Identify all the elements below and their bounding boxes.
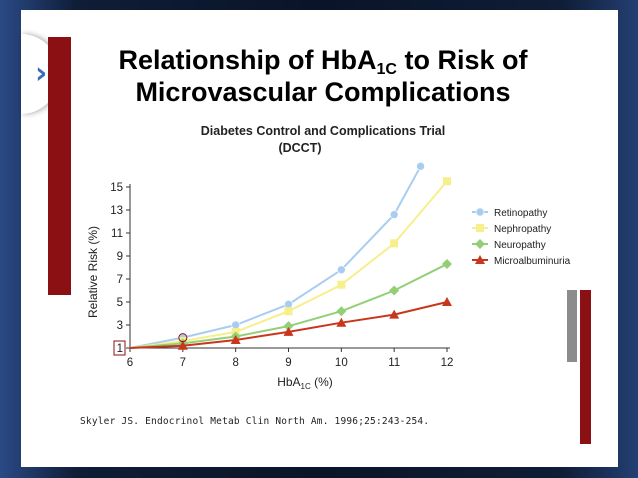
legend-item: Retinopathy — [472, 207, 547, 219]
highlight-ring — [178, 333, 188, 343]
slide-canvas: › — [21, 10, 618, 467]
y-tick-label: 9 — [117, 251, 123, 263]
x-tick-label: 10 — [335, 357, 348, 369]
data-point — [283, 326, 294, 336]
data-point — [336, 317, 347, 327]
series-nephropathy — [129, 177, 451, 349]
data-point — [475, 239, 485, 249]
data-point — [416, 162, 425, 171]
x-tick-label: 8 — [232, 357, 238, 369]
data-point — [336, 306, 347, 317]
chart-title-line1: Diabetes Control and Complications Trial — [201, 124, 445, 138]
data-point — [230, 334, 241, 344]
right-red-accent-bar — [580, 290, 591, 444]
title-line2: Microvascular Complications — [135, 77, 511, 107]
data-point — [177, 340, 188, 350]
x-axis-label-suffix: (%) — [311, 375, 333, 389]
x-axis-label-subscript: 1C — [301, 382, 311, 391]
y-axis-label: Relative Risk (%) — [86, 226, 100, 318]
legend-item: Nephropathy — [472, 224, 551, 235]
data-point — [337, 280, 346, 289]
x-tick-label: 9 — [285, 357, 291, 369]
legend-item: Neuropathy — [472, 239, 546, 251]
data-point — [442, 297, 452, 306]
title-line1-suffix: to Risk of — [396, 45, 528, 75]
x-tick-label: 6 — [127, 357, 133, 369]
data-point — [442, 259, 452, 270]
series-microalbuminuria — [129, 297, 452, 350]
x-tick-label: 12 — [441, 357, 454, 369]
chevron-right-icon[interactable]: › — [35, 56, 48, 91]
slide-title: Relationship of HbA1C to Risk of Microva… — [88, 44, 558, 108]
x-tick-label: 7 — [180, 357, 186, 369]
data-point — [337, 265, 346, 275]
chart-series — [129, 162, 452, 350]
citation: Skyler JS. Endocrinol Metab Clin North A… — [80, 416, 430, 427]
data-point — [283, 321, 294, 332]
title-line1-subscript: 1C — [376, 61, 397, 78]
data-point — [389, 210, 399, 219]
y-tick-label: 11 — [111, 228, 123, 240]
right-grey-accent-bar — [567, 290, 577, 362]
title-line1-prefix: Relationship of HbA — [118, 45, 377, 75]
data-point — [284, 307, 293, 316]
y-tick-label: 15 — [110, 182, 123, 194]
y-tick-label: 1 — [117, 343, 123, 355]
y-tick-label: 3 — [117, 320, 123, 332]
legend-label: Microalbuminuria — [494, 256, 571, 267]
left-accent-bar — [48, 37, 71, 295]
data-point — [475, 255, 485, 264]
legend-label: Retinopathy — [494, 208, 547, 219]
data-point — [476, 224, 484, 232]
y-tick-label: 13 — [110, 205, 123, 217]
data-point — [389, 309, 400, 319]
legend-item: Microalbuminuria — [472, 255, 571, 267]
data-point — [390, 239, 399, 248]
data-point — [443, 177, 451, 186]
x-tick-label: 11 — [388, 357, 400, 369]
y-tick-label: 5 — [117, 297, 123, 309]
y-tick-label: 7 — [117, 274, 123, 286]
x-axis-label-prefix: HbA — [277, 375, 300, 389]
data-point — [389, 285, 400, 296]
data-point — [284, 299, 293, 309]
y-origin-box — [113, 340, 126, 356]
x-axis-label: HbA1C (%) — [277, 375, 333, 391]
data-point — [475, 207, 485, 217]
legend-label: Neuropathy — [494, 240, 546, 251]
legend-label: Nephropathy — [494, 224, 551, 235]
chart-legend: Retinopathy Nephropathy Neuropathy Microalb… — [472, 207, 571, 267]
data-point — [231, 320, 240, 330]
chart-title-line2: (DCCT) — [278, 141, 321, 155]
